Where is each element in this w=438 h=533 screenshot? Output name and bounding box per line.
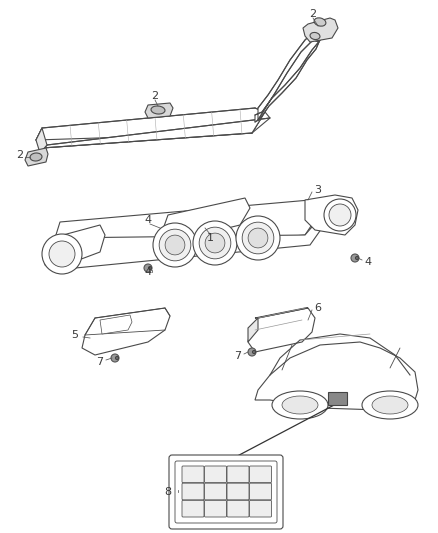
FancyBboxPatch shape [250,483,272,500]
Polygon shape [305,195,358,235]
Polygon shape [162,198,250,242]
Polygon shape [36,108,265,148]
Text: 4: 4 [145,267,152,277]
Circle shape [42,234,82,274]
Ellipse shape [148,266,152,270]
FancyBboxPatch shape [205,500,226,517]
Ellipse shape [30,153,42,161]
Circle shape [49,241,75,267]
Ellipse shape [314,18,326,26]
Circle shape [153,223,197,267]
Circle shape [242,222,274,254]
Text: 2: 2 [17,150,24,160]
FancyBboxPatch shape [250,500,272,517]
FancyBboxPatch shape [205,466,226,483]
Circle shape [248,228,268,248]
FancyBboxPatch shape [328,392,346,405]
Polygon shape [44,225,105,270]
Ellipse shape [282,396,318,414]
Text: 6: 6 [314,303,321,313]
Polygon shape [36,128,47,153]
Polygon shape [25,148,48,166]
Circle shape [165,235,185,255]
Polygon shape [255,342,418,410]
Text: 7: 7 [96,357,103,367]
FancyBboxPatch shape [250,466,272,483]
Text: 2: 2 [309,9,317,19]
Ellipse shape [252,351,255,353]
Circle shape [236,216,280,260]
Circle shape [199,227,231,259]
FancyBboxPatch shape [227,500,249,517]
Ellipse shape [351,254,359,262]
Polygon shape [40,112,270,153]
FancyBboxPatch shape [175,461,277,523]
Circle shape [205,233,225,253]
Circle shape [159,229,191,261]
Polygon shape [82,308,170,355]
Ellipse shape [272,391,328,419]
Polygon shape [248,318,258,342]
Ellipse shape [151,106,165,114]
Ellipse shape [362,391,418,419]
Polygon shape [100,315,132,334]
Text: 1: 1 [206,233,213,243]
Ellipse shape [356,256,358,260]
Ellipse shape [116,357,119,359]
FancyBboxPatch shape [182,500,204,517]
Polygon shape [303,18,338,42]
FancyBboxPatch shape [227,466,249,483]
FancyBboxPatch shape [205,483,226,500]
Ellipse shape [248,348,256,356]
Text: 5: 5 [71,330,78,340]
Text: 3: 3 [314,185,321,195]
Ellipse shape [310,33,320,39]
Circle shape [193,221,237,265]
FancyBboxPatch shape [227,483,249,500]
Text: 8: 8 [164,487,172,497]
FancyBboxPatch shape [169,455,283,529]
Text: 4: 4 [145,215,152,225]
Circle shape [324,199,356,231]
Polygon shape [248,308,315,352]
Text: 2: 2 [152,91,159,101]
Ellipse shape [372,396,408,414]
Polygon shape [255,308,308,318]
Text: 7: 7 [234,351,242,361]
Polygon shape [52,200,318,255]
Polygon shape [145,103,173,118]
Ellipse shape [111,354,119,362]
FancyBboxPatch shape [182,466,204,483]
Circle shape [329,204,351,226]
Polygon shape [255,28,325,122]
Polygon shape [48,220,322,270]
Text: 4: 4 [364,257,371,267]
Ellipse shape [144,264,152,272]
FancyBboxPatch shape [182,483,204,500]
